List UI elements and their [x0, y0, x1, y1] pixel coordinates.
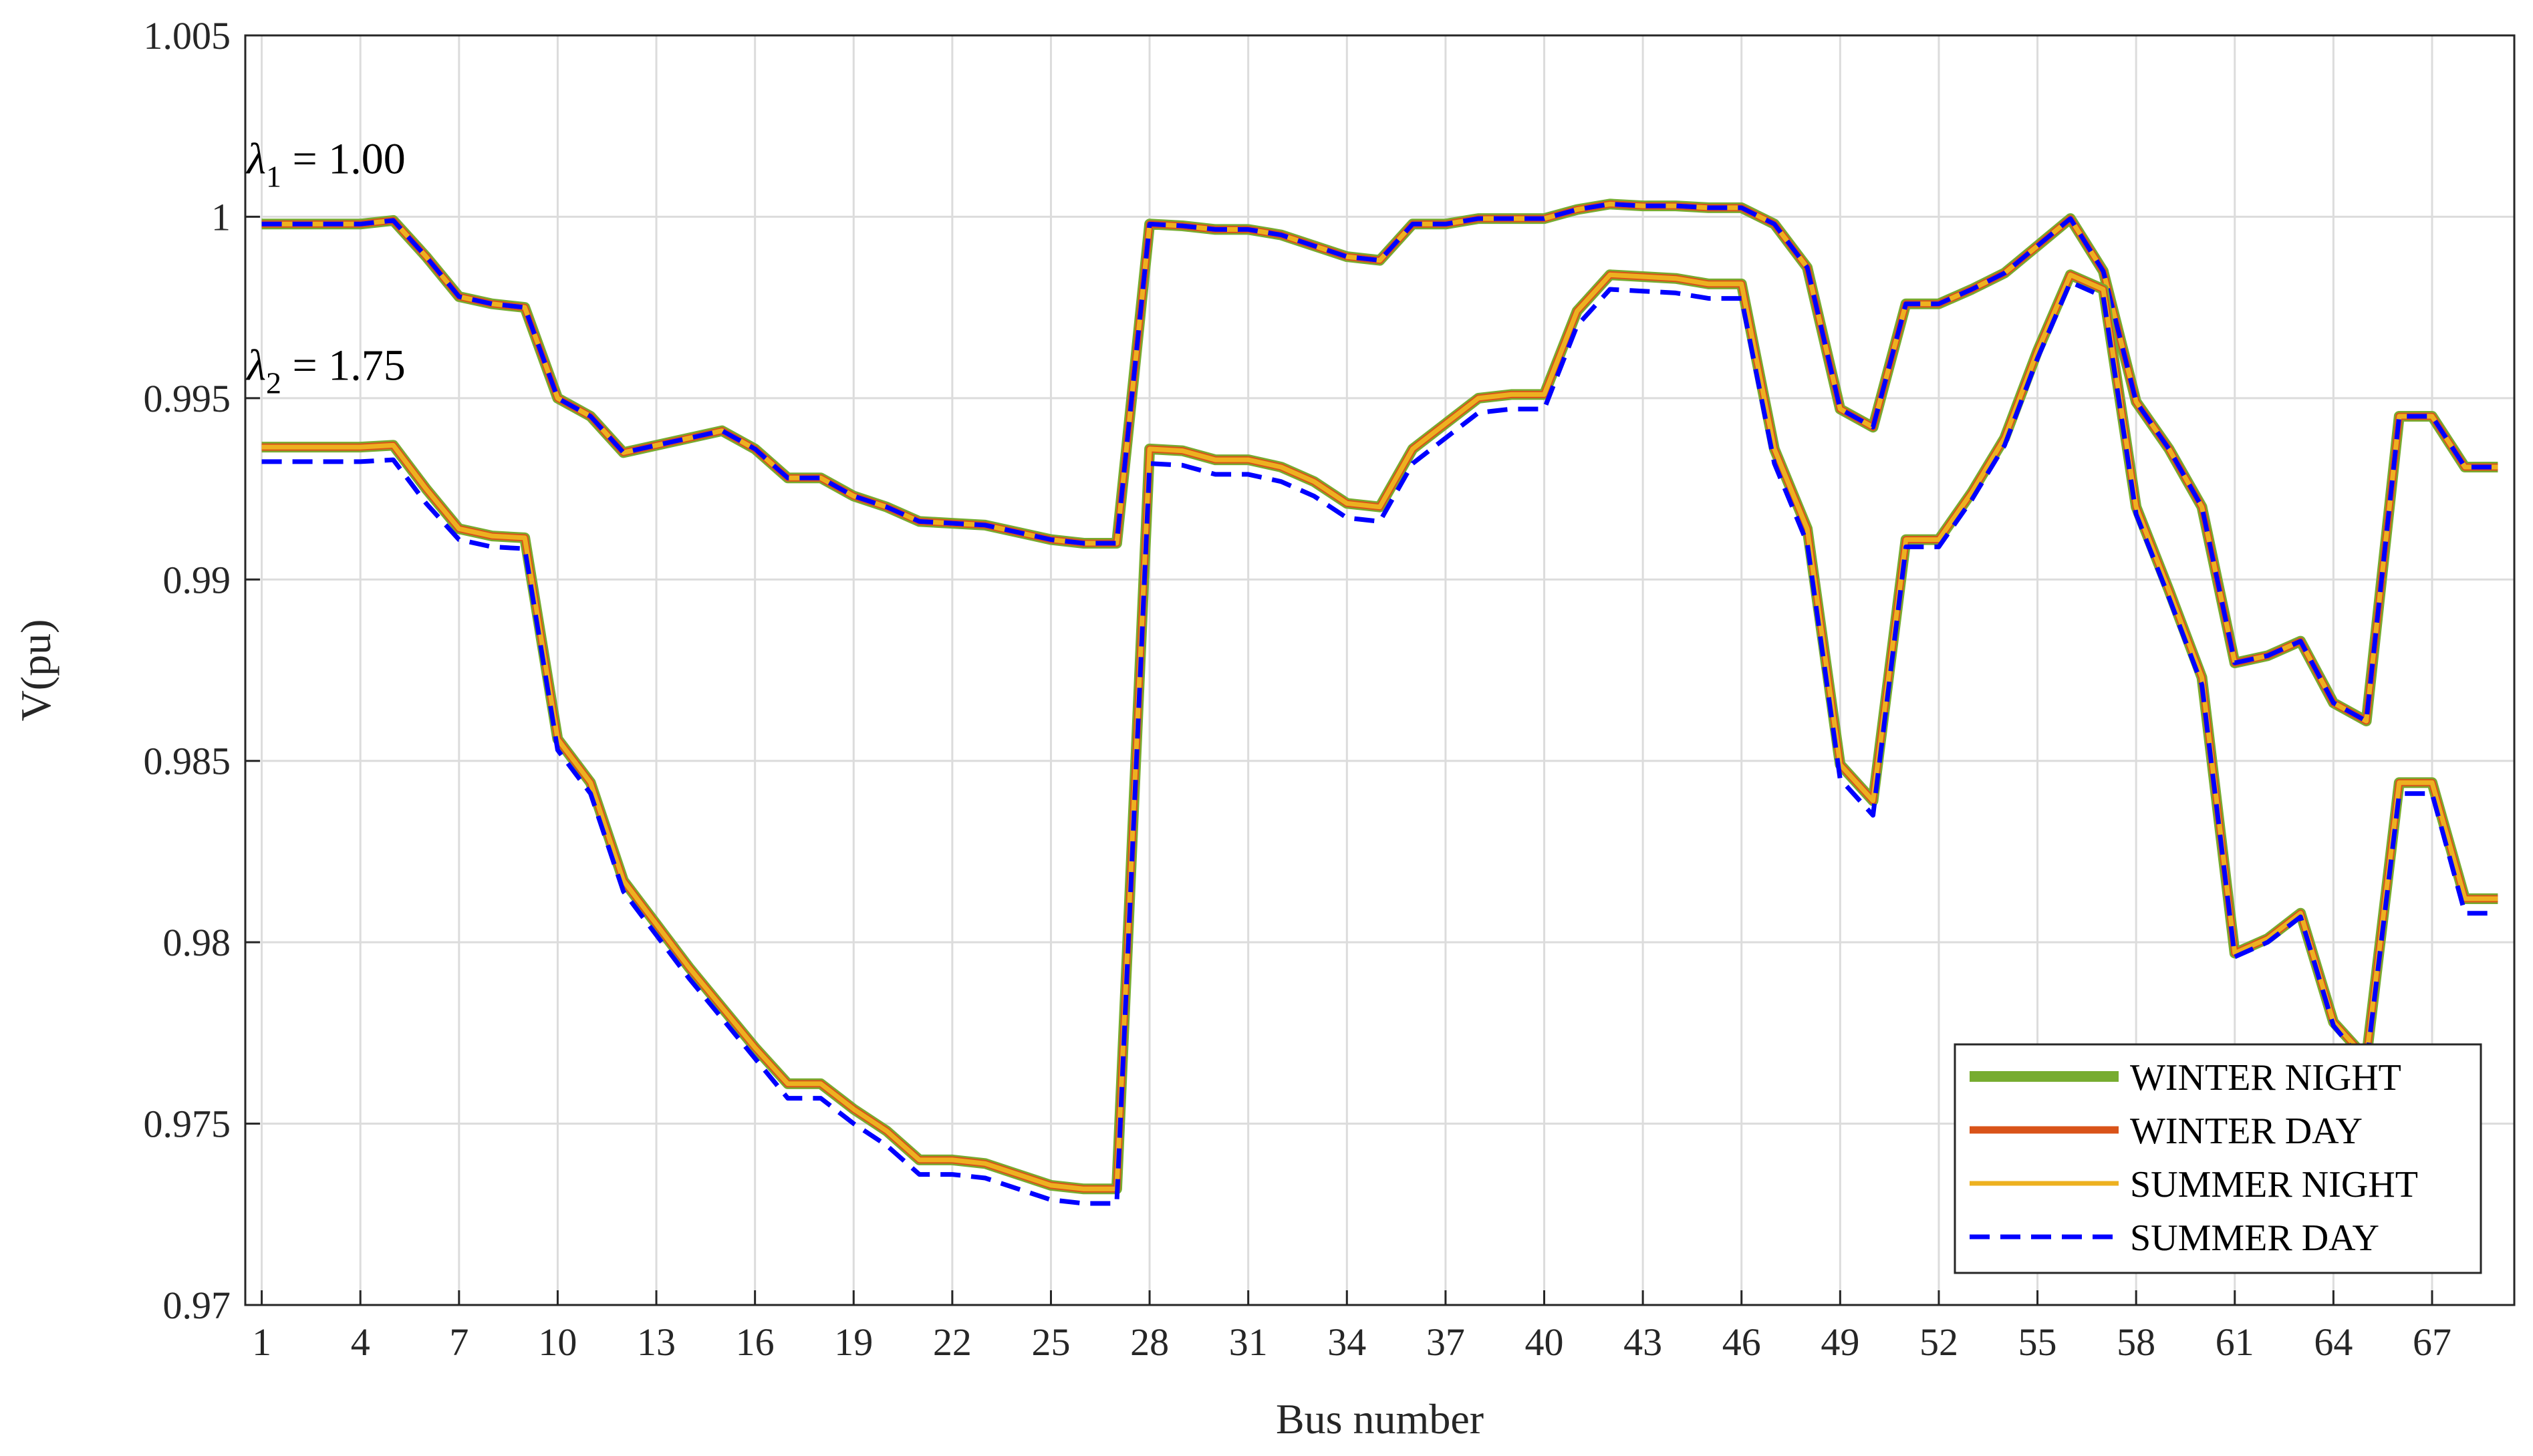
series-lines [261, 198, 2498, 1206]
x-tick-label: 22 [933, 1320, 972, 1364]
x-tick-label: 1 [252, 1320, 271, 1364]
y-tick-label: 0.97 [163, 1284, 231, 1327]
y-axis-label: V(pu) [12, 619, 59, 722]
x-tick-label: 43 [1623, 1320, 1662, 1364]
legend-label: SUMMER NIGHT [2130, 1164, 2418, 1205]
annotation-subscript: 1 [266, 159, 281, 193]
x-tick-label: 46 [1722, 1320, 1761, 1364]
series-line-winter-day-group-1 [261, 200, 2498, 725]
lambda-annotation-2: λ2 = 1.75 [245, 341, 405, 400]
x-tick-label: 40 [1525, 1320, 1564, 1364]
axis-ticks: 1 4 7 10 13 16 19 22 25 28 31 34 37 40 43 46 49 52 55 58 61 6… [144, 14, 2451, 1364]
x-tick-label: 19 [834, 1320, 873, 1364]
y-tick-label: 1.005 [144, 14, 231, 57]
x-tick-label: 55 [2018, 1320, 2057, 1364]
series-line-summer-night-group-1 [261, 201, 2498, 724]
y-tick-label: 1 [211, 195, 231, 239]
x-tick-label: 37 [1426, 1320, 1465, 1364]
y-tick-label: 0.985 [144, 740, 231, 783]
x-tick-label: 25 [1031, 1320, 1070, 1364]
x-tick-label: 52 [1919, 1320, 1958, 1364]
annotation-value: = 1.75 [281, 341, 406, 390]
x-tick-label: 4 [351, 1320, 370, 1364]
legend-label: WINTER DAY [2130, 1111, 2363, 1152]
legend-label: WINTER NIGHT [2130, 1057, 2401, 1099]
x-tick-label: 28 [1130, 1320, 1169, 1364]
plot-frame [244, 34, 2516, 1306]
y-tick-label: 0.98 [163, 921, 231, 964]
annotation-subscript: 2 [266, 366, 281, 400]
legend: WINTER NIGHT WINTER DAY SUMMER NIGHT SUMMER… [1954, 1043, 2482, 1274]
x-tick-label: 31 [1229, 1320, 1268, 1364]
x-tick-label: 64 [2314, 1320, 2353, 1364]
series-line-summer-day-group-2 [261, 279, 2498, 1206]
annotation-symbol: λ [245, 134, 266, 183]
y-tick-label: 0.99 [163, 558, 231, 601]
x-tick-label: 49 [1821, 1320, 1859, 1364]
y-tick-label: 0.975 [144, 1103, 231, 1146]
series-line-summer-day-group-1 [261, 201, 2498, 724]
x-tick-label: 13 [637, 1320, 676, 1364]
annotation-value: = 1.00 [281, 134, 406, 183]
x-tick-label: 16 [736, 1320, 775, 1364]
x-tick-label: 58 [2117, 1320, 2155, 1364]
y-tick-label: 0.995 [144, 377, 231, 420]
lambda-annotation-1: λ1 = 1.00 [245, 134, 405, 193]
x-tick-label: 7 [449, 1320, 469, 1364]
x-tick-label: 10 [538, 1320, 577, 1364]
x-tick-label: 34 [1327, 1320, 1366, 1364]
x-tick-label: 61 [2216, 1320, 2254, 1364]
x-axis-label: Bus number [1276, 1395, 1484, 1443]
annotation-symbol: λ [245, 341, 266, 390]
legend-label: SUMMER DAY [2130, 1217, 2379, 1259]
x-tick-label: 67 [2413, 1320, 2451, 1364]
series-line-winter-night-group-1 [261, 198, 2498, 726]
